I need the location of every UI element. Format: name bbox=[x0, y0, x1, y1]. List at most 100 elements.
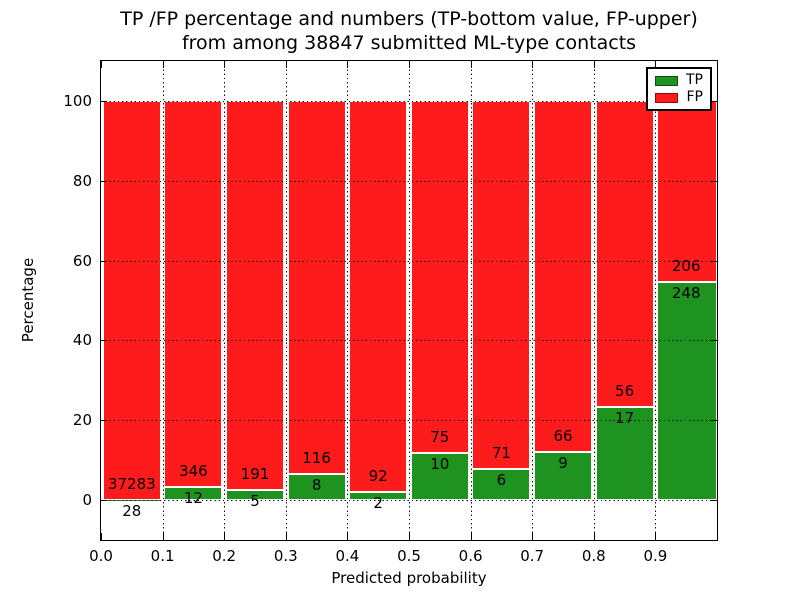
legend: TP FP bbox=[646, 67, 712, 111]
bar-fp-count-label: 92 bbox=[368, 466, 388, 485]
legend-item: FP bbox=[655, 90, 703, 105]
x-tick bbox=[655, 533, 657, 540]
x-tick bbox=[532, 533, 534, 540]
y-tick bbox=[101, 180, 107, 182]
y-tick-right bbox=[711, 500, 717, 502]
bar-tp-count-label: 9 bbox=[558, 454, 568, 473]
plot-area: TP FP 37283 28 346 12 191 5 116 8 92 2 75 10 71 6 66 9 56… bbox=[100, 60, 718, 541]
x-gridline bbox=[347, 61, 349, 540]
y-tick-right bbox=[711, 180, 717, 182]
y-tick-label: 40 bbox=[72, 331, 92, 350]
bar-fp-count-label: 206 bbox=[671, 257, 701, 276]
bar-fp-segment bbox=[164, 100, 223, 487]
bar-fp-segment bbox=[472, 100, 531, 469]
x-tick bbox=[162, 533, 164, 540]
bar-tp-segment bbox=[657, 282, 717, 501]
x-tick-top bbox=[224, 61, 226, 68]
legend-swatch-tp bbox=[655, 75, 678, 86]
y-tick-label: 0 bbox=[82, 491, 92, 510]
bar-fp-count-label: 71 bbox=[491, 443, 511, 462]
bar-fp-segment bbox=[287, 100, 346, 475]
y-tick-right bbox=[711, 260, 717, 262]
x-tick-top bbox=[593, 61, 595, 68]
x-gridline bbox=[285, 61, 287, 540]
bar-fp-segment bbox=[226, 100, 284, 490]
bar-tp-segment bbox=[534, 452, 592, 501]
x-gridline bbox=[162, 61, 164, 540]
y-tick-right bbox=[711, 100, 717, 102]
bar-tp-segment bbox=[287, 474, 346, 501]
y-tick-label: 80 bbox=[72, 171, 92, 190]
x-tick-top bbox=[655, 61, 657, 68]
x-tick bbox=[470, 533, 472, 540]
legend-swatch-fp bbox=[655, 92, 678, 103]
x-tick bbox=[285, 533, 287, 540]
x-tick-top bbox=[347, 61, 349, 68]
bar-fp-segment bbox=[595, 100, 654, 408]
y-tick bbox=[101, 100, 107, 102]
x-gridline bbox=[655, 61, 657, 540]
x-tick-label: 0.2 bbox=[212, 547, 237, 565]
x-axis-label: Predicted probability bbox=[331, 569, 487, 587]
y-tick bbox=[101, 260, 107, 262]
x-gridline bbox=[409, 61, 410, 540]
bar-fp-count-label: 56 bbox=[615, 382, 635, 401]
bar-tp-segment bbox=[349, 491, 408, 501]
x-tick-label: 0.7 bbox=[520, 547, 545, 565]
x-tick-top bbox=[532, 61, 534, 68]
x-tick bbox=[409, 533, 410, 540]
bar-tp-count-label: 17 bbox=[615, 409, 635, 428]
y-tick bbox=[101, 500, 107, 502]
bar-tp-count-label: 10 bbox=[430, 455, 450, 474]
x-tick-label: 0.8 bbox=[581, 547, 606, 565]
chart-title-line1: TP /FP percentage and numbers (TP-bottom… bbox=[120, 8, 698, 30]
y-tick-right bbox=[711, 420, 717, 422]
legend-item: TP bbox=[655, 73, 703, 88]
bar-fp-count-label: 116 bbox=[302, 449, 331, 468]
y-tick bbox=[101, 420, 107, 422]
bar-fp-segment bbox=[410, 100, 469, 454]
x-tick bbox=[224, 533, 226, 540]
x-tick bbox=[101, 533, 102, 540]
bar-tp-count-label: 6 bbox=[496, 470, 507, 489]
bar-tp-count-label: 248 bbox=[671, 284, 701, 303]
x-gridline bbox=[224, 61, 226, 540]
x-gridline bbox=[532, 61, 534, 540]
y-tick-label: 20 bbox=[72, 411, 92, 430]
y-tick bbox=[101, 340, 107, 342]
bar-tp-segment bbox=[410, 453, 469, 501]
chart-title-line2: from among 38847 submitted ML-type conta… bbox=[181, 32, 637, 54]
x-tick-label: 0.3 bbox=[273, 547, 298, 565]
legend-label: TP bbox=[686, 72, 703, 88]
x-tick-label: 0.5 bbox=[397, 547, 421, 565]
bar-tp-count-label: 28 bbox=[122, 501, 142, 520]
x-gridline bbox=[470, 61, 472, 540]
y-tick-label: 100 bbox=[63, 91, 92, 110]
bar-fp-count-label: 346 bbox=[179, 461, 208, 480]
x-gridline bbox=[593, 61, 595, 540]
bar-fp-segment bbox=[102, 100, 161, 500]
bar-tp-count-label: 12 bbox=[183, 488, 203, 507]
x-tick-top bbox=[101, 61, 102, 68]
x-tick-top bbox=[162, 61, 164, 68]
bar-tp-segment bbox=[595, 407, 654, 501]
x-tick-label: 0.4 bbox=[335, 547, 360, 565]
bar-tp-segment bbox=[164, 486, 223, 501]
x-tick bbox=[347, 533, 349, 540]
bar-fp-segment bbox=[349, 100, 408, 492]
x-tick-label: 0.9 bbox=[643, 547, 668, 565]
bar-fp-count-label: 37283 bbox=[107, 474, 156, 493]
x-tick-top bbox=[409, 61, 410, 68]
x-tick-top bbox=[285, 61, 287, 68]
x-tick-top bbox=[470, 61, 472, 68]
x-tick bbox=[593, 533, 595, 540]
bar-fp-count-label: 191 bbox=[240, 464, 270, 483]
bar-tp-count-label: 2 bbox=[373, 493, 383, 512]
bar-fp-count-label: 66 bbox=[553, 427, 573, 446]
x-tick-label: 0.0 bbox=[89, 547, 113, 565]
bar-tp-count-label: 5 bbox=[250, 491, 260, 510]
x-tick-label: 0.1 bbox=[150, 547, 175, 565]
x-tick-label: 0.6 bbox=[458, 547, 483, 565]
y-tick-right bbox=[711, 340, 717, 342]
